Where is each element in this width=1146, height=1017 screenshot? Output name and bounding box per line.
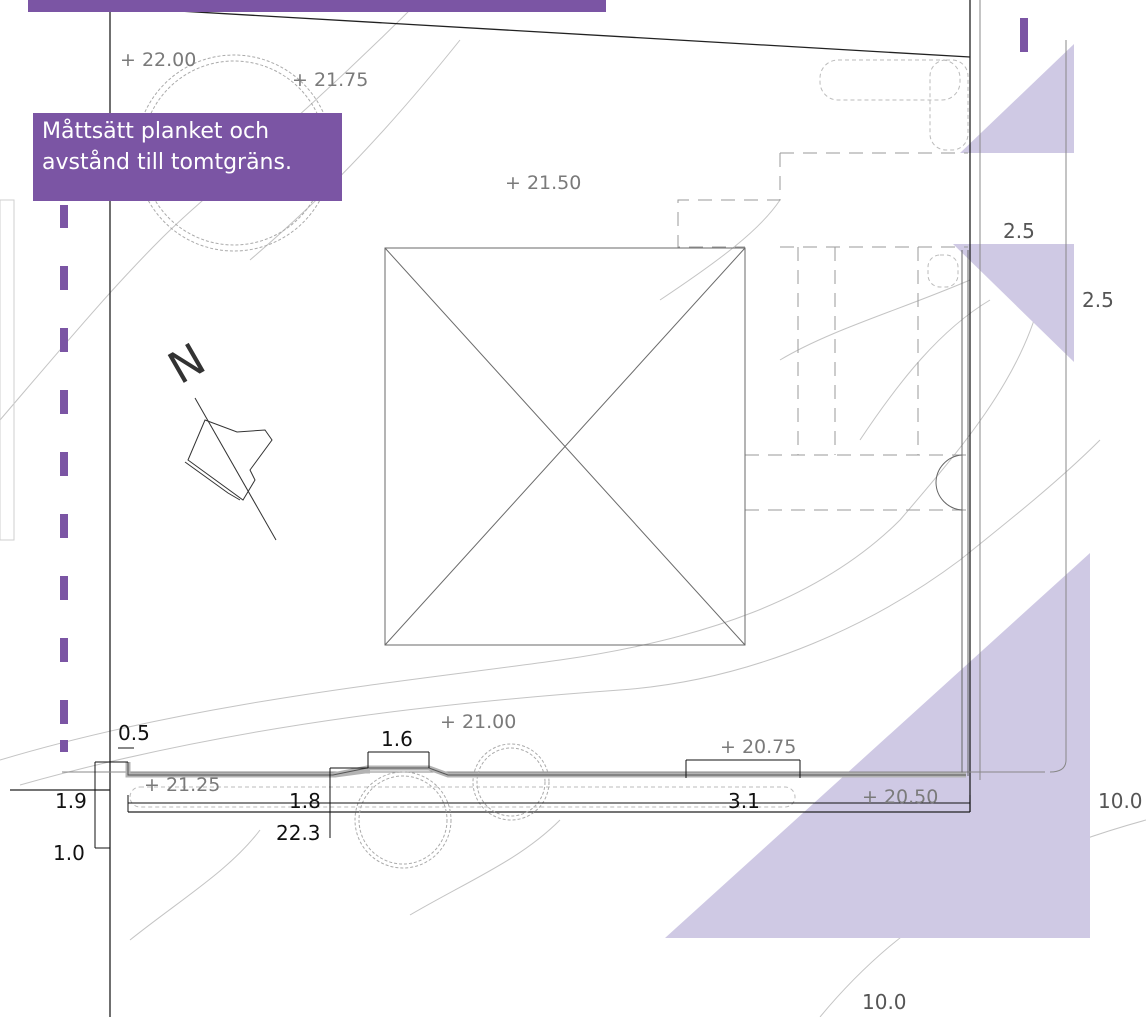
instruction-line-2: avstånd till tomtgräns. [42,150,292,175]
dim-bay-height: 1.8 [289,789,321,813]
dim-small-tri-height: 2.5 [1082,288,1114,312]
elevation-3: + 21.50 [505,172,581,194]
plot-line-marker [60,18,1028,752]
elevation-1: + 22.00 [120,49,196,71]
instruction-line-1: Måttsätt planket och [42,119,270,144]
tree-shrub [354,771,452,869]
dimension-lines [94,747,971,849]
tree-small [472,743,550,821]
instruction-callout: Måttsätt planket och avstånd till tomtgr… [33,113,342,201]
neighbor-building [0,199,15,541]
hedges [129,59,969,808]
visibility-triangle-large [665,553,1090,938]
elevation-7: + 20.50 [862,786,938,808]
dim-low-height: 1.9 [55,789,87,813]
dim-post: 0.5 [118,721,150,745]
dim-segment: 3.1 [728,789,760,813]
visibility-triangle-small [953,244,1074,362]
dim-small-tri-width: 2.5 [1003,219,1035,243]
elevation-5: + 21.00 [440,711,516,733]
visibility-triangles [665,44,1090,938]
dim-large-tri-width: 10.0 [862,990,907,1014]
dim-offset: 1.0 [53,841,85,865]
elevation-6: + 20.75 [720,736,796,758]
north-label: N [160,334,214,395]
fence [125,762,966,778]
visibility-triangle-top [960,44,1074,153]
dim-large-tri-height: 10.0 [1098,789,1143,813]
elevation-4: + 21.25 [144,774,220,796]
callout-bar-top [28,0,606,12]
north-arrow: N [160,334,277,541]
dim-top-extension: 1.6 [381,727,413,751]
dim-total-length: 22.3 [276,821,321,845]
existing-annex [677,152,968,511]
elevation-2: + 21.75 [292,69,368,91]
house [384,247,746,646]
east-wall [935,250,969,776]
